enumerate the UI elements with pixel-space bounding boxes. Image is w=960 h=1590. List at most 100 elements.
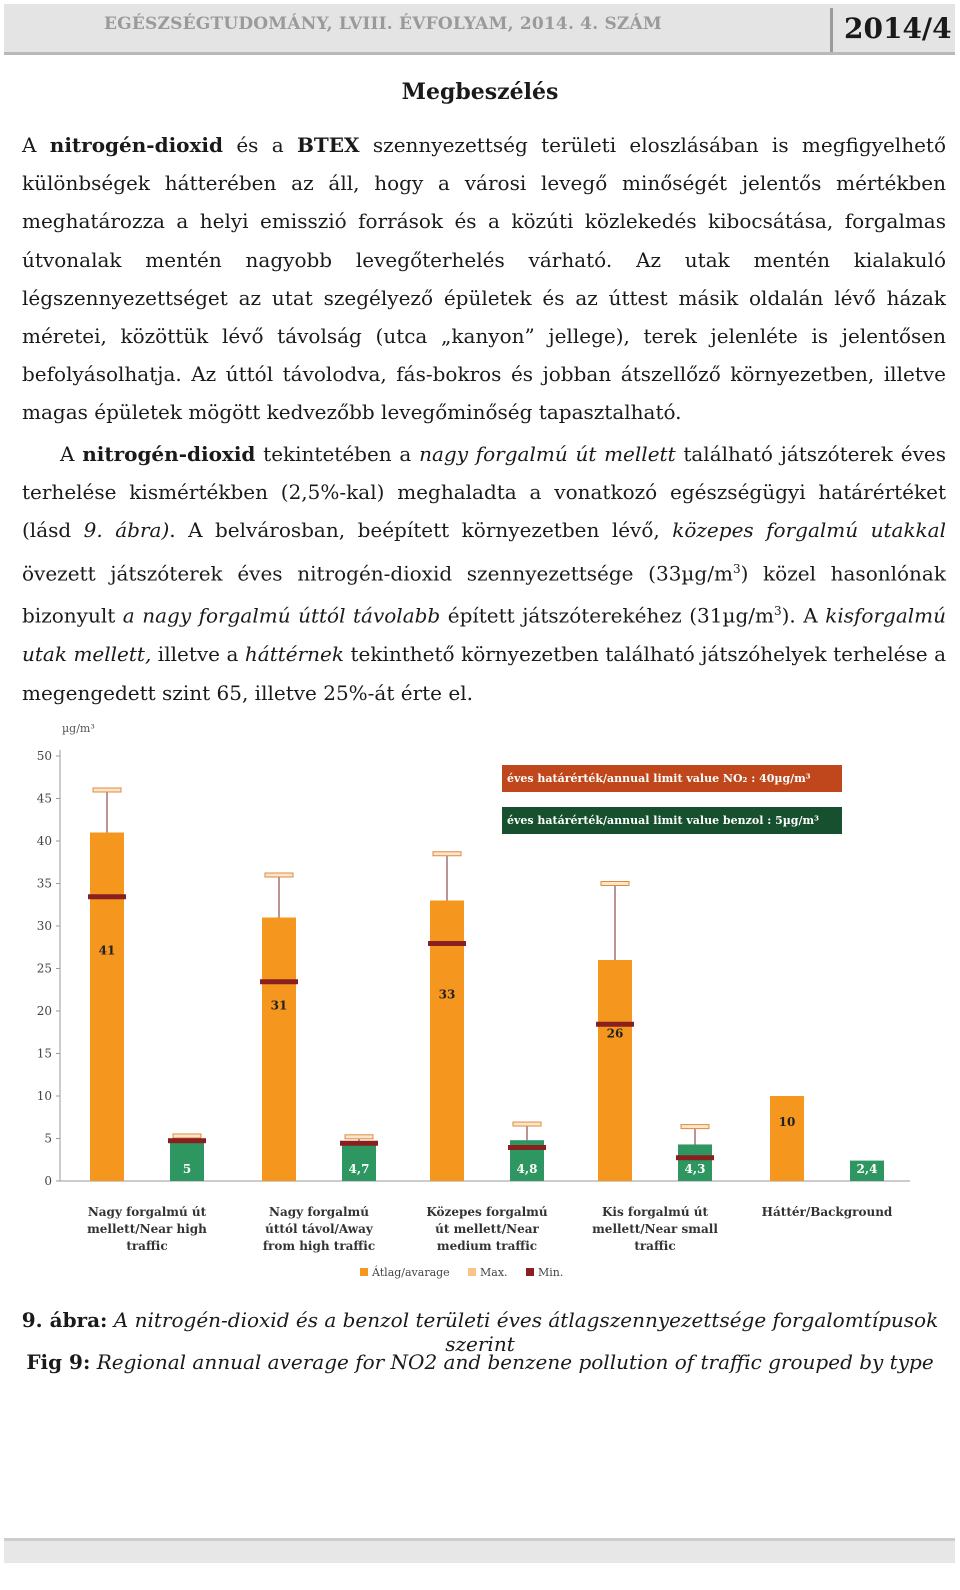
bar-value-label: 41 [99,943,116,957]
min-marker [508,1145,546,1150]
text-run: A [22,133,50,157]
min-marker [88,894,126,900]
category-label: Háttér/Background [762,1205,893,1219]
text-run: Fig 9: [26,1350,91,1374]
issue-number: 2014/4 [844,12,952,45]
text-run: A [60,442,83,466]
no2-bar [90,832,124,1181]
y-tick-label: 0 [44,1174,52,1188]
text-run: 9. ábra) [83,518,170,543]
limit-value-box [502,807,842,834]
y-tick-label: 40 [37,834,52,848]
max-marker [172,1133,202,1139]
text-run: és a [223,133,298,157]
legend-swatch [526,1268,534,1276]
text-run: tekinthető környezetben található játszó… [22,642,947,705]
legend-label: Átlag/avarage [371,1265,450,1279]
category-label: traffic [634,1239,675,1253]
min-marker [168,1138,206,1144]
no2-bar [430,900,464,1181]
y-tick-label: 30 [37,919,52,933]
max-marker [92,787,122,793]
text-run: illetve a [151,642,245,667]
text-run: A nitrogén-dioxid és a benzol területi é… [107,1308,939,1356]
max-marker [432,851,462,857]
caption-english: Fig 9: Regional annual average for NO2 a… [0,1350,960,1374]
no2-bar [770,1096,804,1181]
text-run: található játszóterek éves terhelése kis… [22,442,947,543]
min-marker [260,979,298,985]
running-header: EGÉSZSÉGTUDOMÁNY, LVIII. ÉVFOLYAM, 2014.… [4,4,955,55]
min-marker [340,1140,378,1146]
text-run: kisforgalmú utak mellett, [22,604,946,667]
text-run: háttérnek [244,642,345,667]
y-tick-label: 10 [37,1089,52,1103]
legend-swatch [360,1268,368,1276]
benzene-bar [170,1138,204,1181]
bar-value-label: 5 [183,1162,191,1176]
max-marker [680,1124,710,1130]
bar-value-label: 4,3 [685,1162,706,1176]
legend-label: Max. [480,1266,508,1279]
category-label: Nagy forgalmú [269,1205,369,1219]
min-marker [428,941,466,946]
category-label: Közepes forgalmú [426,1205,547,1219]
bar-value-label: 2,4 [857,1162,878,1176]
text-run: tekintetében a [255,442,420,466]
text-run: . A belvárosban, beépített környezetben … [169,518,673,543]
text-run: ). A [781,604,826,629]
text-run: 9. ábra: [21,1308,108,1332]
min-marker [596,1021,634,1027]
paragraph-2: A nitrogén-dioxid tekintetében a nagy fo… [22,435,946,712]
text-run: övezett játszóterek éves nitrogén-dioxid… [22,561,733,586]
category-label: from high traffic [263,1239,375,1253]
section-heading: Megbeszélés [401,79,559,105]
text-run: közepes forgalmú utakkal [672,518,947,543]
header-divider [830,8,833,52]
legend-label: Min. [538,1266,563,1279]
text-run: Regional annual average for NO2 and benz… [90,1350,934,1374]
text-run: nagy forgalmú út mellett [419,442,676,466]
bar-value-label: 31 [271,999,288,1013]
bar-value-label: 26 [607,1026,624,1040]
caption-hungarian: 9. ábra: A nitrogén-dioxid és a benzol t… [0,1308,960,1356]
y-tick-label: 25 [37,962,52,976]
max-marker [264,872,294,878]
category-label: mellett/Near small [592,1222,718,1236]
category-label: traffic [126,1239,167,1253]
category-label: medium traffic [437,1239,537,1253]
benzene-bar [678,1144,712,1181]
text-run: ) közel hasonlónak bizonyult [22,561,946,629]
y-tick-label: 20 [37,1004,52,1018]
category-label: mellett/Near high [87,1222,207,1236]
text-run: BTEX [297,133,360,157]
text-run: nitrogén-dioxid [82,442,256,466]
bar-value-label: 10 [779,1115,796,1129]
bar-value-label: 4,7 [349,1162,370,1176]
benzene-bar [342,1141,376,1181]
journal-title: EGÉSZSÉGTUDOMÁNY, LVIII. ÉVFOLYAM, 2014.… [104,14,662,34]
category-label: út mellett/Near [435,1222,539,1236]
limit-value-box [502,765,842,792]
category-label: úttól távol/Away [265,1222,374,1236]
no2-bar [598,960,632,1181]
y-tick-label: 35 [37,877,52,891]
y-tick-label: 15 [37,1047,52,1061]
bar-value-label: 33 [439,988,456,1002]
limit-value-label: éves határérték/annual limit value benzo… [507,814,819,827]
y-tick-label: 45 [37,792,52,806]
text-run: épített játszóterekéhez (31µg/m [440,604,774,629]
paragraph-1: A nitrogén-dioxid és a BTEX szennyezetts… [22,126,946,432]
y-axis-unit: µg/m³ [62,722,95,735]
category-label: Nagy forgalmú út [88,1205,207,1219]
bar-chart: µg/m³ 0 5 10 15 20 25 30 35 40 45 50 éves határérték… [37,722,910,1279]
figure-9-chart: µg/m³ 0 5 10 15 20 25 30 35 40 45 50 éves határérték… [30,718,925,1298]
text-run: a nagy forgalmú úttól távolabb [122,604,441,629]
legend-swatch [468,1268,476,1276]
benzene-bar [850,1160,884,1181]
max-marker [600,881,630,886]
text-run: 3 [732,561,741,576]
text-run: szennyezettség területi eloszlásában is … [22,133,946,425]
category-label: Kis forgalmú út [602,1205,708,1219]
no2-bar [262,917,296,1181]
